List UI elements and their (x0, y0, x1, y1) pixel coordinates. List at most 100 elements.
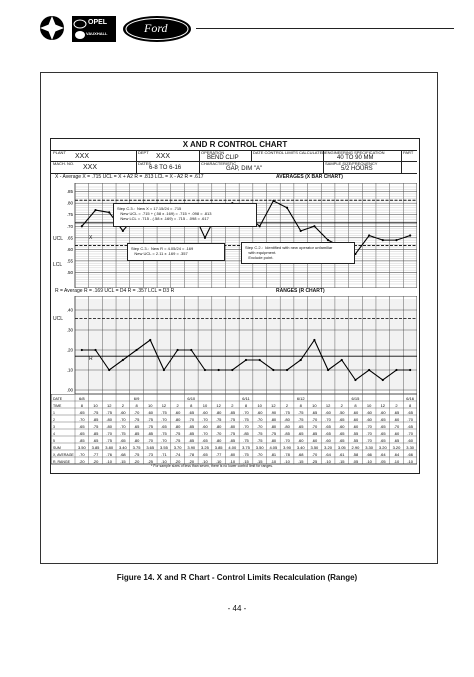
table-cell-time: 12 (162, 403, 167, 408)
avg-point (80, 225, 83, 228)
table-cell-reading-3: .70 (257, 424, 263, 429)
table-cell-time: 10 (367, 403, 372, 408)
table-cell-reading-2: .80 (175, 417, 181, 422)
table-cell-average: .71 (161, 452, 167, 457)
table-cell-reading-3: .80 (106, 424, 112, 429)
table-cell-reading-3: .70 (120, 424, 126, 429)
table-cell-range: .15 (298, 459, 304, 464)
table-cell-time: 8 (245, 403, 248, 408)
avg-point (409, 234, 412, 237)
rng-point (80, 348, 83, 352)
avg-point (94, 208, 97, 212)
avg-point (368, 234, 371, 237)
table-cell-time: 12 (107, 403, 112, 408)
table-cell-average: .68 (120, 452, 126, 457)
table-cell-reading-5: .85 (188, 438, 194, 443)
table-cell-reading-5: .60 (312, 438, 318, 443)
table-cell-range: .10 (325, 459, 331, 464)
table-cell-reading-5: .70 (161, 438, 167, 443)
table-cell-reading-2: .85 (93, 417, 99, 422)
step-c2-text: Step C.2.: Identified with new operator … (245, 245, 333, 261)
table-cell-range: .10 (161, 459, 167, 464)
table-cell-sum: 3.85 (215, 445, 224, 450)
table-cell-average: .64 (325, 452, 331, 457)
rng-point (162, 368, 166, 372)
ford-label: Ford (144, 21, 168, 35)
table-cell-reading-5: .65 (339, 438, 345, 443)
table-cell-reading-4: .70 (366, 431, 372, 436)
table-cell-reading-4: .75 (271, 431, 277, 436)
table-cell-reading-5: .70 (366, 438, 372, 443)
table-cell-time: 10 (148, 403, 153, 408)
avg-tick-label: .65 (67, 235, 74, 240)
table-cell-range: .10 (407, 459, 413, 464)
table-cell-reading-2: .70 (120, 417, 126, 422)
avg-tick-label: .60 (67, 247, 74, 252)
opel-label: OPEL (88, 19, 108, 26)
table-cell-range: .15 (339, 459, 345, 464)
table-cell-reading-5: .80 (216, 438, 222, 443)
table-cell-reading-5: .85 (230, 438, 236, 443)
machine-label: MACH. NO. (53, 161, 75, 166)
table-cell-reading-2: .70 (188, 417, 194, 422)
table-cell-time: 12 (326, 403, 331, 408)
table-cell-reading-4: .70 (407, 431, 413, 436)
table-cell-reading-2: .70 (202, 417, 208, 422)
table-cell-average: .75 (243, 452, 249, 457)
table-cell-range: .05 (380, 459, 386, 464)
table-cell-sum: 3.75 (133, 445, 142, 450)
table-cell-reading-1: .75 (93, 410, 99, 415)
plant-value: XXX (75, 153, 90, 160)
table-cell-reading-3: .75 (147, 424, 153, 429)
part-label: PART (403, 150, 414, 155)
table-cell-reading-1: .90 (271, 410, 277, 415)
table-cell-reading-4: .65 (380, 431, 386, 436)
rng-plot-border (74, 296, 417, 394)
rng-tick-label: .10 (67, 368, 74, 373)
table-cell-sum: 4.05 (269, 445, 278, 450)
page-number: - 44 - (227, 604, 247, 613)
table-cell-reading-4: .85 (243, 431, 249, 436)
table-cell-reading-5: .75 (106, 438, 112, 443)
table-cell-range: .10 (202, 459, 208, 464)
table-cell-reading-4: .70 (216, 431, 222, 436)
ranges-plot: .40 .30 .20 .10 .00 (67, 296, 417, 394)
table-cell-reading-1: .60 (325, 410, 331, 415)
table-cell-date: 6/8 (79, 396, 85, 401)
rng-point (149, 338, 152, 342)
table-cell-range: .10 (106, 459, 112, 464)
table-cell-reading-5: .80 (271, 438, 277, 443)
table-cell-reading-5: .75 (257, 438, 263, 443)
table-cell-time: 2 (122, 403, 125, 408)
table-cell-average: .65 (202, 452, 208, 457)
table-cell-reading-2: .80 (106, 417, 112, 422)
rng-point (368, 368, 371, 372)
table-cell-average: .66 (407, 452, 413, 457)
avg-point (313, 225, 316, 228)
rng-point (108, 368, 111, 372)
range-center-label: R (89, 356, 93, 362)
table-cell-time: 12 (381, 403, 386, 408)
table-cell-average: .78 (284, 452, 290, 457)
table-cell-reading-5: .65 (202, 438, 208, 443)
table-cell-reading-3: .65 (79, 424, 85, 429)
rng-point (272, 368, 275, 372)
rng-point (217, 368, 220, 372)
table-cell-time: 2 (231, 403, 234, 408)
table-cell-reading-1: .75 (298, 410, 304, 415)
table-cell-range: .20 (93, 459, 99, 464)
table-cell-reading-4: .65 (339, 431, 345, 436)
table-cell-time: 8 (300, 403, 303, 408)
rng-point (354, 378, 357, 382)
table-cell-reading-5: .65 (93, 438, 99, 443)
avg-tick-label: .80 (67, 201, 74, 206)
table-cell-average: .75 (134, 452, 140, 457)
plant-label: PLANT (53, 150, 66, 155)
figure-caption: Figure 14. X and R Chart - Control Limit… (116, 573, 358, 582)
table-cell-time: 2 (286, 403, 289, 408)
table-cell-sum: 3.80 (105, 445, 114, 450)
table-cell-reading-3: .70 (312, 424, 318, 429)
table-cell-reading-2: .65 (380, 417, 386, 422)
table-cell-reading-3: .70 (366, 424, 372, 429)
table-cell-reading-4: .65 (298, 431, 304, 436)
